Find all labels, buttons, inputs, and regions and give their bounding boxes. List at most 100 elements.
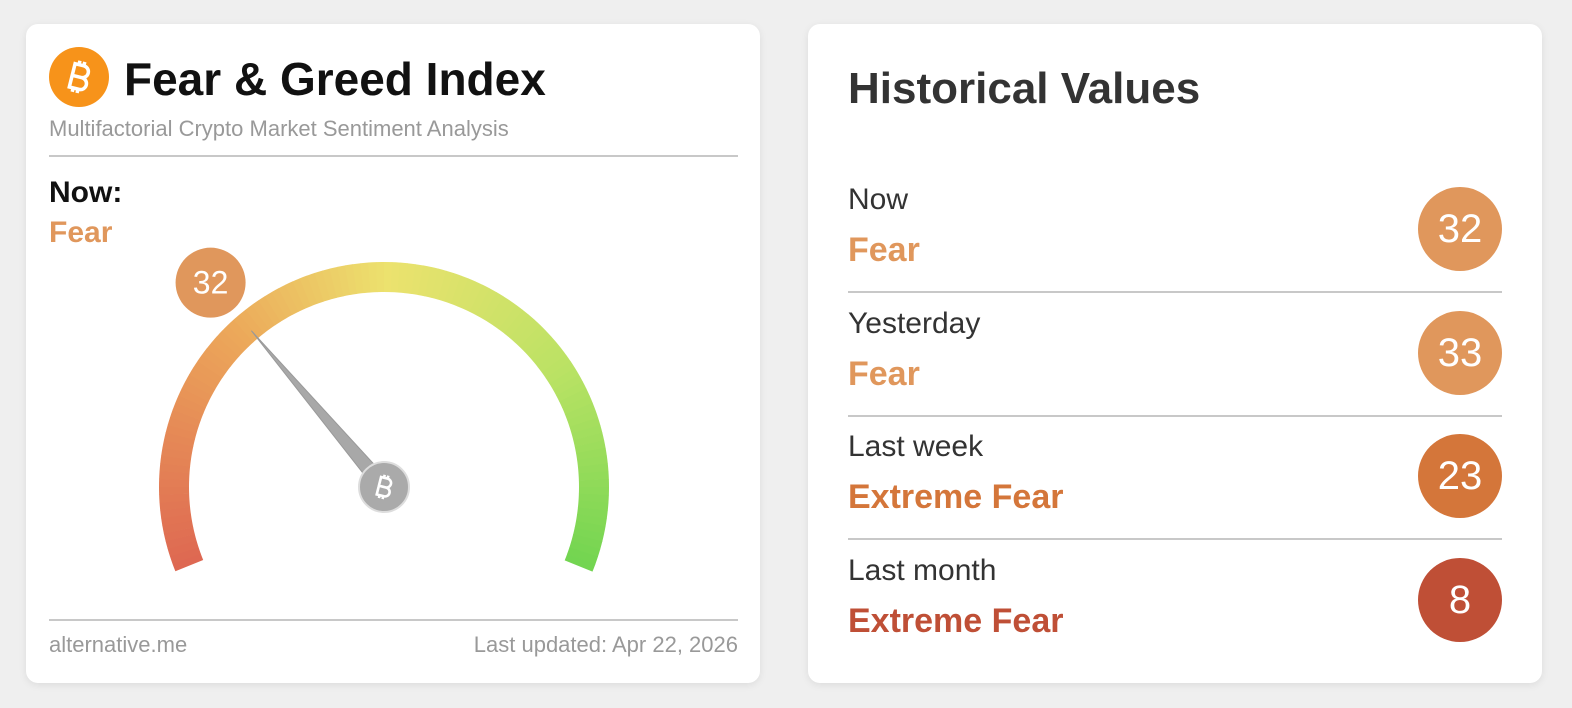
historical-card: Historical Values Now Fear 32 Yesterday Fear… bbox=[808, 24, 1542, 683]
history-row: Now Fear 32 bbox=[848, 183, 1502, 306]
gauge-arc bbox=[163, 527, 195, 542]
history-row: Yesterday Fear 33 bbox=[848, 307, 1502, 430]
gauge-arc bbox=[344, 264, 358, 295]
gauge-arc bbox=[160, 506, 191, 519]
gauge-arc bbox=[577, 455, 608, 468]
gauge-arc bbox=[571, 424, 603, 441]
gauge-arc bbox=[239, 309, 265, 338]
now-label: Now: bbox=[49, 176, 123, 209]
gauge-arc bbox=[172, 553, 204, 572]
gauge-arc bbox=[541, 354, 571, 379]
gauge-arc bbox=[569, 540, 601, 557]
divider bbox=[848, 291, 1502, 293]
gauge-arc bbox=[569, 417, 601, 434]
gauge-arc bbox=[245, 304, 270, 334]
gauge-arc bbox=[271, 288, 293, 319]
gauge-arc bbox=[337, 265, 351, 297]
gauge-arc bbox=[533, 342, 562, 368]
gauge: 32 bbox=[159, 247, 609, 572]
gauge-arc bbox=[549, 367, 580, 390]
history-row: Last month Extreme Fear 8 bbox=[848, 554, 1502, 677]
hub-icon bbox=[375, 474, 393, 500]
gauge-arc bbox=[577, 500, 609, 511]
gauge-arc bbox=[559, 388, 590, 409]
gauge-arc bbox=[463, 281, 483, 312]
divider bbox=[848, 414, 1502, 417]
historical-title: Historical Values bbox=[848, 64, 1201, 113]
gauge-arc bbox=[571, 534, 603, 550]
gauge-arc bbox=[222, 324, 249, 352]
gauge-arc bbox=[193, 360, 223, 384]
gauge-arc bbox=[299, 275, 318, 307]
period-label: Last week bbox=[848, 430, 984, 463]
gauge-arc bbox=[165, 533, 197, 550]
gauge-arc bbox=[360, 262, 371, 294]
gauge-arc bbox=[509, 314, 535, 343]
gauge-arc bbox=[545, 361, 576, 385]
gauge-arc bbox=[206, 342, 235, 367]
gauge-arc bbox=[567, 547, 598, 565]
gauge-arc bbox=[172, 402, 204, 421]
gauge-arc bbox=[185, 374, 216, 396]
gauge-arc bbox=[181, 381, 213, 402]
gauge-arc bbox=[165, 424, 197, 440]
gauge-arc bbox=[285, 281, 306, 312]
bitcoin-icon bbox=[49, 47, 109, 107]
last-updated: Last updated: Apr 22, 2026 bbox=[473, 632, 738, 657]
gauge-arc bbox=[577, 463, 609, 474]
gauge-arc bbox=[573, 432, 605, 447]
gauge-arc bbox=[431, 268, 447, 300]
gauge-arc bbox=[167, 540, 199, 557]
value-badge bbox=[175, 247, 246, 318]
gauge-arc bbox=[258, 295, 282, 326]
gauge-arc bbox=[161, 447, 193, 460]
gauge-arc bbox=[178, 388, 209, 408]
gauge-arc bbox=[169, 546, 201, 564]
gauge-arc bbox=[167, 417, 199, 434]
gauge-arc bbox=[411, 264, 424, 296]
gauge-arc bbox=[189, 367, 219, 390]
value-label: 32 bbox=[193, 265, 229, 301]
classification: Fear bbox=[848, 231, 920, 269]
source: alternative.me bbox=[49, 632, 188, 657]
gauge-arc bbox=[216, 330, 245, 357]
title: Fear & Greed Index bbox=[124, 53, 546, 105]
divider bbox=[49, 619, 738, 621]
gauge-arc bbox=[450, 275, 469, 307]
gauge-arc bbox=[469, 284, 490, 316]
divider bbox=[848, 538, 1502, 540]
gauge-arc bbox=[577, 507, 608, 519]
gauge-arc bbox=[329, 266, 344, 298]
gauge-arc bbox=[456, 278, 476, 310]
gauge-arc bbox=[574, 520, 606, 535]
gauge-arc bbox=[528, 336, 557, 362]
gauge-arc bbox=[278, 284, 299, 315]
gauge-arc bbox=[352, 263, 365, 294]
gauge-arc bbox=[170, 409, 201, 427]
classification: Extreme Fear bbox=[848, 601, 1064, 640]
gauge-arc bbox=[562, 395, 593, 415]
subtitle: Multifactorial Crypto Market Sentiment A… bbox=[49, 116, 509, 141]
gauge-arc bbox=[504, 309, 529, 338]
period-label: Last month bbox=[848, 553, 997, 587]
history-row: Last week Extreme Fear 23 bbox=[848, 430, 1502, 553]
divider bbox=[49, 155, 738, 157]
classification: Extreme Fear bbox=[848, 478, 1064, 516]
gauge-arc bbox=[573, 527, 605, 542]
gauge-arc bbox=[514, 319, 541, 348]
gauge-arc bbox=[160, 455, 191, 467]
gauge-arc bbox=[404, 263, 416, 294]
gauge-arc bbox=[417, 265, 432, 297]
period-label: Yesterday bbox=[848, 306, 981, 340]
gauge-arc bbox=[201, 348, 231, 373]
gauge-arc bbox=[233, 314, 259, 343]
gauge-arc bbox=[556, 381, 587, 402]
gauge-arc bbox=[159, 463, 191, 474]
gauge-arc bbox=[519, 325, 547, 352]
gauge-arc bbox=[163, 432, 195, 447]
gauge-arc bbox=[537, 348, 567, 373]
gauge-arc bbox=[159, 500, 191, 511]
gauge-arc bbox=[498, 304, 523, 334]
gauge-arc bbox=[197, 354, 227, 379]
gauge-arc bbox=[492, 300, 517, 330]
